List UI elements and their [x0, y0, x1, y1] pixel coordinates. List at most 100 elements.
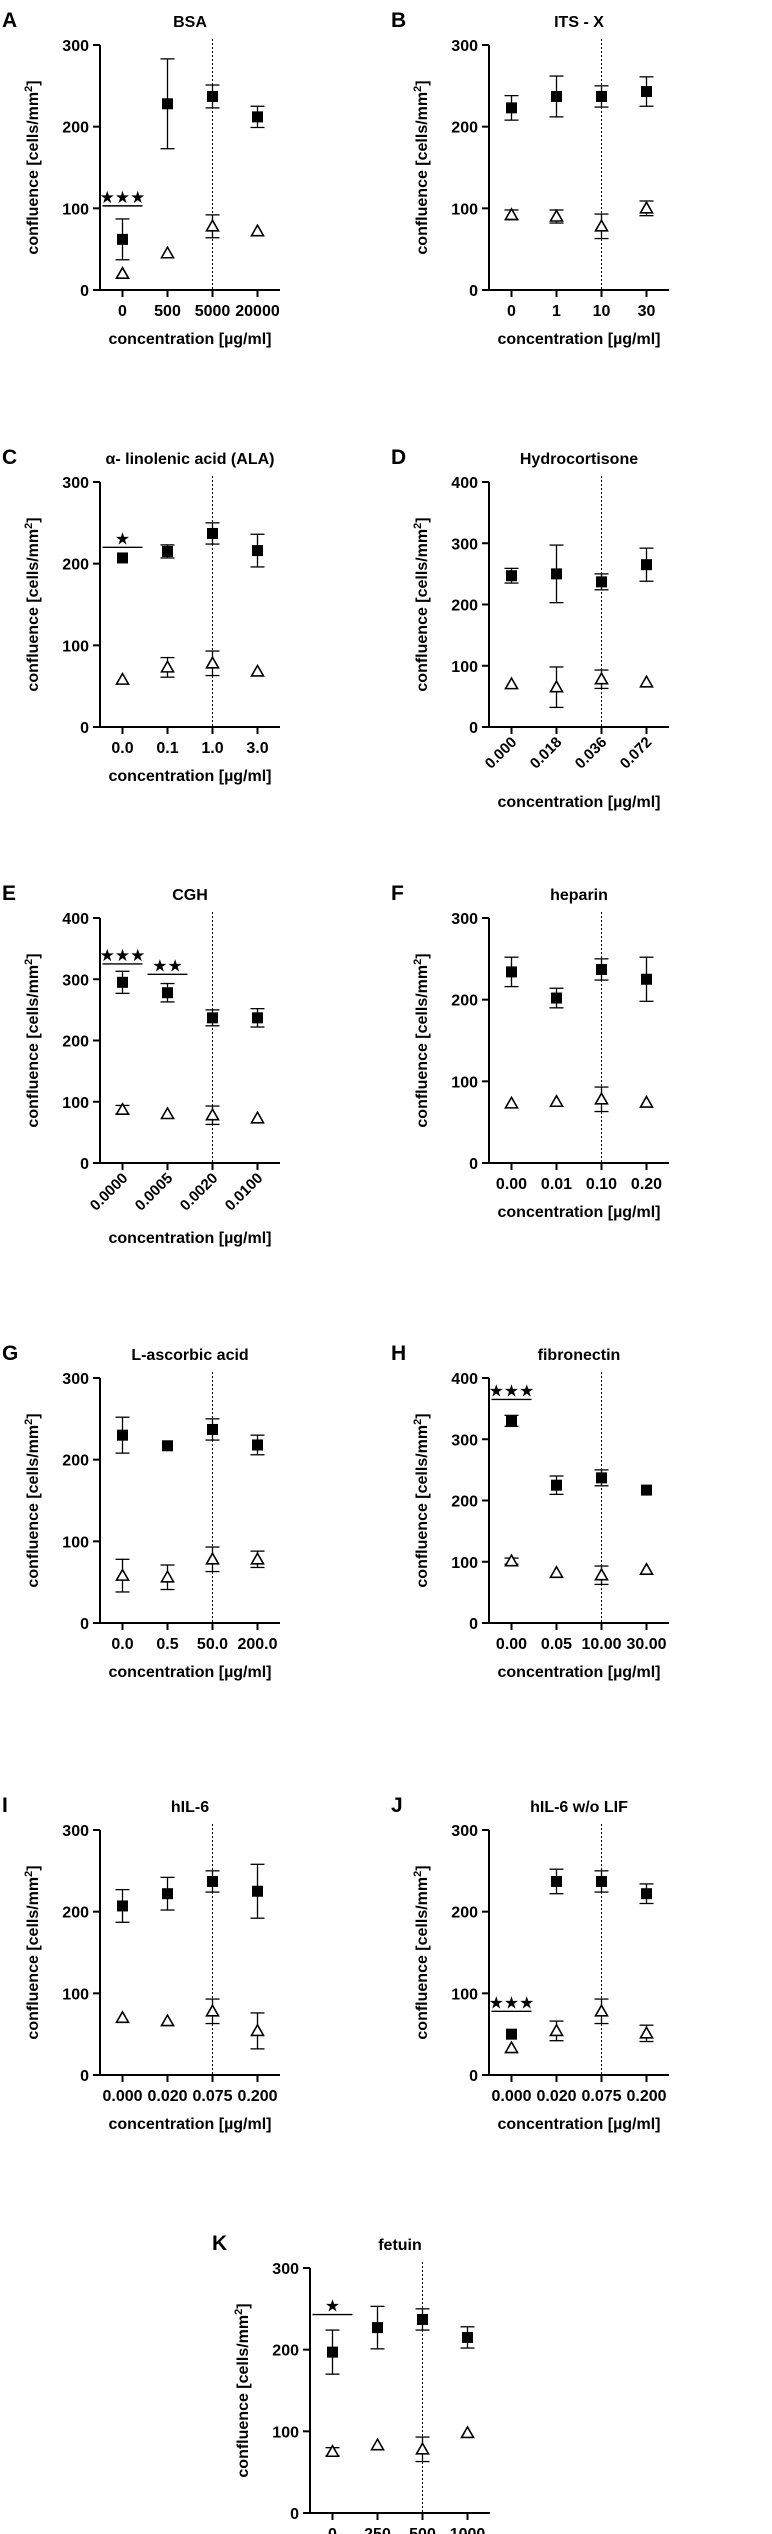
x-tick-label: 0.05 — [541, 1636, 572, 1653]
data-point-triangle — [250, 1551, 265, 1565]
x-axis-label: concentration [µg/ml] — [498, 794, 661, 811]
data-point-square — [641, 1888, 652, 1900]
chart-panel-g: G L-ascorbic acid 0 100 200 300 0.0 0.5 50.0 200.… — [2, 1342, 280, 1681]
data-point-triangle — [370, 2437, 385, 2451]
data-point-triangle — [639, 200, 654, 214]
x-axis-label: concentration [µg/ml] — [498, 331, 661, 348]
x-axis-label: concentration [µg/ml] — [109, 331, 272, 348]
significance-stars: ★★★ — [100, 188, 146, 207]
y-axis-label-sup: 2 — [23, 86, 35, 92]
x-tick-label: 0.0005 — [132, 1170, 176, 1214]
y-tick-label: 0 — [80, 2068, 89, 2085]
data-point-square — [506, 102, 517, 114]
data-point-triangle — [205, 1551, 220, 1565]
chart-title: L-ascorbic acid — [131, 1347, 248, 1364]
x-axis-label: concentration [µg/ml] — [498, 2116, 661, 2133]
x-tick-label: 0.0020 — [177, 1170, 221, 1214]
data-point-square — [641, 86, 652, 98]
y-axis-label-end: ] — [414, 517, 431, 522]
x-tick-label: 0.0100 — [222, 1170, 266, 1214]
panel-letter: J — [391, 1794, 403, 1817]
chart-title: hIL-6 w/o LIF — [530, 1799, 628, 1816]
y-tick-label: 0 — [290, 2506, 299, 2523]
data-point-square — [551, 1875, 562, 1887]
x-tick-label: 1.0 — [201, 740, 223, 757]
y-tick-label: 300 — [272, 2261, 299, 2278]
y-axis-label: confluence [cells/mm2] — [412, 953, 431, 1127]
chart-title: fetuin — [378, 2237, 422, 2254]
y-tick-label: 200 — [272, 2343, 299, 2360]
x-tick-label: 1000 — [450, 2526, 486, 2534]
y-tick-label: 0 — [80, 1616, 89, 1633]
y-axis-label-end: ] — [414, 80, 431, 85]
y-tick-label: 0 — [80, 1156, 89, 1173]
y-axis-label-main: confluence [cells/mm — [414, 1877, 431, 2040]
y-tick-label: 300 — [62, 38, 89, 55]
y-tick-label: 200 — [451, 598, 478, 615]
y-tick-label: 100 — [62, 201, 89, 218]
data-point-square — [117, 1900, 128, 1912]
x-tick-label: 30.00 — [626, 1636, 666, 1653]
significance-stars: ★ — [115, 529, 130, 548]
y-tick-label: 100 — [62, 638, 89, 655]
y-axis-label-sup: 2 — [412, 1871, 424, 1877]
chart-title: CGH — [172, 887, 208, 904]
chart-panel-b: B ITS - X 0 100 200 300 0 1 10 30 concentration [µ… — [391, 9, 669, 348]
data-point-triangle — [639, 2025, 654, 2039]
x-tick-label: 0.000 — [102, 2088, 142, 2105]
x-tick-label: 0.0 — [111, 740, 133, 757]
y-axis-label: confluence [cells/mm2] — [23, 953, 42, 1127]
panel-letter: B — [391, 9, 406, 32]
y-tick-label: 300 — [451, 1823, 478, 1840]
y-axis-label-end: ] — [235, 2303, 252, 2308]
y-tick-label: 200 — [62, 1453, 89, 1470]
data-point-square — [551, 1479, 562, 1491]
x-tick-label: 0 — [118, 303, 127, 320]
data-point-triangle — [115, 2010, 130, 2024]
y-axis-label: confluence [cells/mm2] — [23, 1413, 42, 1587]
x-tick-label: 0 — [328, 2526, 337, 2534]
chart-title: fibronectin — [538, 1347, 621, 1364]
x-tick-label: 0.018 — [527, 734, 566, 773]
data-point-square — [462, 2331, 473, 2343]
y-tick-label: 100 — [451, 201, 478, 218]
x-tick-label: 0.5 — [156, 1636, 178, 1653]
x-tick-label: 0.020 — [147, 2088, 187, 2105]
data-point-square — [162, 545, 173, 557]
data-point-triangle — [549, 2023, 564, 2037]
data-point-square — [596, 1875, 607, 1887]
data-point-square — [417, 2313, 428, 2325]
chart-title: BSA — [173, 14, 207, 31]
data-point-square — [506, 966, 517, 978]
x-tick-label: 0.200 — [626, 2088, 666, 2105]
data-point-square — [252, 545, 263, 557]
data-point-triangle — [325, 2444, 340, 2458]
y-tick-label: 100 — [62, 1095, 89, 1112]
data-point-triangle — [504, 1553, 519, 1567]
y-axis-label-main: confluence [cells/mm — [25, 1425, 42, 1588]
y-tick-label: 300 — [451, 536, 478, 553]
y-axis-label-sup: 2 — [23, 1871, 35, 1877]
x-tick-label: 20000 — [235, 303, 280, 320]
data-point-triangle — [549, 1565, 564, 1579]
x-tick-label: 0.000 — [482, 734, 521, 773]
data-point-square — [596, 576, 607, 588]
y-tick-label: 100 — [451, 659, 478, 676]
data-point-triangle — [205, 1107, 220, 1121]
y-axis-label-main: confluence [cells/mm — [25, 529, 42, 692]
data-point-square — [327, 2346, 338, 2358]
y-axis-label-sup: 2 — [23, 959, 35, 965]
data-point-triangle — [160, 1569, 175, 1583]
y-tick-label: 300 — [62, 972, 89, 989]
data-point-triangle — [250, 1110, 265, 1124]
x-tick-label: 0.0000 — [87, 1170, 131, 1214]
data-point-square — [207, 1875, 218, 1887]
data-point-square — [641, 1484, 652, 1496]
x-tick-label: 0.0 — [111, 1636, 133, 1653]
x-tick-label: 250 — [364, 2526, 391, 2534]
data-point-triangle — [205, 218, 220, 232]
